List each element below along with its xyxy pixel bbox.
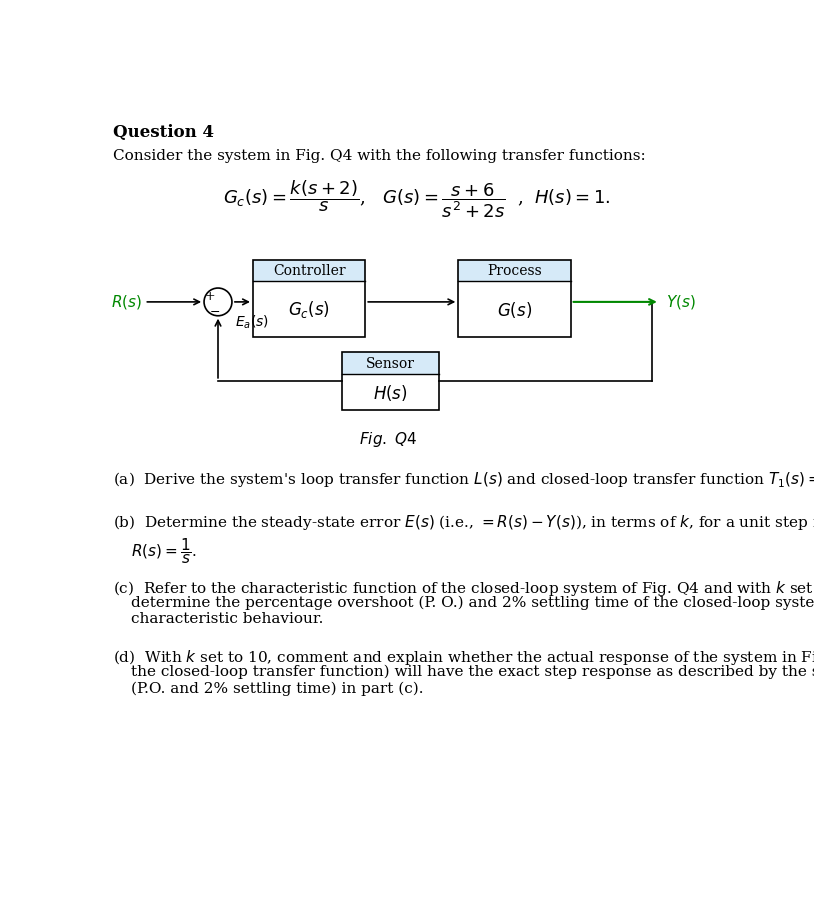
Text: $G(s)$: $G(s)$	[497, 300, 532, 320]
Text: (d)  With $k$ set to 10, comment and explain whether the actual response of the : (d) With $k$ set to 10, comment and expl…	[112, 647, 814, 666]
Text: $G_c(s) = \dfrac{k(s+2)}{s}$,   $G(s) = \dfrac{s+6}{s^2+2s}$  ,  $H(s) = 1.$: $G_c(s) = \dfrac{k(s+2)}{s}$, $G(s) = \d…	[223, 178, 611, 220]
Bar	[458, 282, 571, 337]
Text: characteristic behaviour.: characteristic behaviour.	[131, 612, 324, 626]
Text: Sensor: Sensor	[366, 357, 415, 370]
Bar	[253, 260, 365, 337]
Text: $E_a(s)$: $E_a(s)$	[235, 313, 269, 331]
Text: $R(s) = \dfrac{1}{s}$.: $R(s) = \dfrac{1}{s}$.	[131, 536, 197, 565]
Text: $H(s)$: $H(s)$	[373, 382, 408, 403]
Bar	[458, 260, 571, 337]
Text: (b)  Determine the steady-state error $E(s)$ (i.e., $= R(s) - Y(s)$), in terms o: (b) Determine the steady-state error $E(…	[112, 513, 814, 531]
Text: Process: Process	[487, 264, 542, 278]
Text: Consider the system in Fig. Q4 with the following transfer functions:: Consider the system in Fig. Q4 with the …	[112, 149, 646, 163]
Bar	[253, 260, 365, 282]
Text: determine the percentage overshoot (P. O.) and 2% settling time of the closed-lo: determine the percentage overshoot (P. O…	[131, 595, 814, 609]
Text: −: −	[210, 306, 220, 319]
Text: Controller: Controller	[273, 264, 345, 278]
Bar	[253, 282, 365, 337]
Text: $Y(s)$: $Y(s)$	[666, 293, 696, 311]
Text: $R(s)$: $R(s)$	[111, 293, 142, 311]
Bar	[342, 353, 439, 410]
Text: (P.O. and 2% settling time) in part (c).: (P.O. and 2% settling time) in part (c).	[131, 681, 424, 696]
Text: (a)  Derive the system's loop transfer function $L(s)$ and closed-loop transfer : (a) Derive the system's loop transfer fu…	[112, 460, 814, 498]
Bar	[342, 353, 439, 374]
Bar	[458, 260, 571, 282]
Bar	[342, 374, 439, 410]
Text: +: +	[205, 289, 216, 303]
Text: Question 4: Question 4	[112, 124, 213, 142]
Text: $G_c(s)$: $G_c(s)$	[288, 299, 330, 320]
Text: $\mathit{Fig.\ Q4}$: $\mathit{Fig.\ Q4}$	[359, 429, 418, 448]
Text: the closed-loop transfer function) will have the exact step response as describe: the closed-loop transfer function) will …	[131, 664, 814, 678]
Text: (c)  Refer to the characteristic function of the closed-loop system of Fig. Q4 a: (c) Refer to the characteristic function…	[112, 578, 814, 597]
